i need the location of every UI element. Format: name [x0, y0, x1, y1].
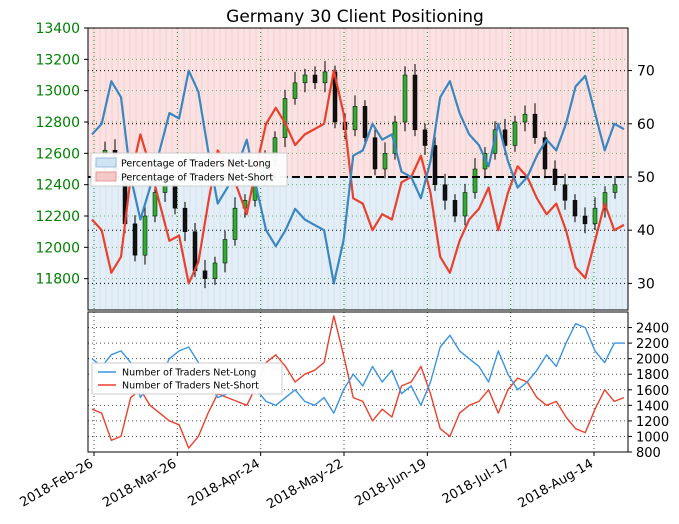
x-tick-label: 2018-Apr-24 — [186, 456, 263, 509]
legend-label: Percentage of Traders Net-Long — [121, 159, 271, 170]
price-tick-label: 12400 — [35, 178, 80, 194]
candle-body — [612, 184, 618, 193]
top-panel-legend: Percentage of Traders Net-Long Percentage… — [90, 152, 288, 187]
x-axis-labels: 2018-Feb-26 2018-Mar-26 2018-Apr-24 2018-Ma… — [17, 452, 596, 512]
bottom-panel-frame — [87, 311, 629, 453]
candle-body — [472, 168, 478, 193]
bottom-panel-legend: Number of Traders Net-Long Number of Trad… — [91, 362, 283, 395]
series-line-net-short-count — [91, 315, 625, 449]
candle-body — [282, 98, 288, 138]
bottom-panel-lines — [91, 315, 625, 449]
pct-tick-label: 70 — [637, 64, 655, 80]
count-tick-label: 1800 — [636, 368, 669, 383]
candle-body — [452, 200, 458, 217]
candle-body — [322, 71, 328, 84]
candle-body — [532, 113, 538, 138]
candle-body — [382, 153, 388, 170]
pct-tick-label: 60 — [637, 117, 655, 133]
x-tick-label: 2018-Jul-17 — [440, 456, 513, 507]
pct-tick-label: 30 — [637, 276, 655, 292]
x-tick-label: 2018-Jun-19 — [353, 456, 430, 509]
legend-box — [91, 362, 283, 395]
x-tick-label: 2018-Feb-26 — [17, 456, 96, 510]
candle-body — [212, 262, 218, 279]
legend-label: Number of Traders Net-Short — [122, 381, 259, 392]
candle-body — [302, 74, 308, 84]
candle-body — [582, 215, 588, 225]
price-tick-label: 12600 — [35, 146, 80, 162]
count-tick-label: 1200 — [636, 415, 669, 430]
candle-body — [182, 207, 188, 232]
candle-body — [602, 192, 608, 209]
price-tick-label: 12000 — [35, 240, 80, 256]
top-panel-axes: 11800 12000 12200 12400 12600 12800 13000 13200… — [35, 21, 655, 311]
price-tick-label: 12200 — [35, 209, 80, 225]
candle-body — [292, 82, 298, 99]
candle-body — [592, 207, 598, 225]
candle-body — [202, 270, 208, 279]
legend-label: Number of Traders Net-Long — [122, 368, 256, 379]
count-tick-label: 1400 — [636, 399, 669, 414]
candle-body — [372, 137, 378, 170]
candle-body — [432, 145, 438, 185]
series-line-net-long-pct — [91, 69, 625, 285]
count-tick-label: 2400 — [636, 322, 669, 337]
price-tick-label: 13400 — [35, 21, 80, 37]
candle-body — [362, 106, 368, 138]
x-tick-label: 2018-Mar-26 — [100, 456, 179, 510]
candle-body — [152, 192, 158, 217]
legend-swatch — [95, 171, 117, 182]
candle-body — [512, 121, 518, 146]
candle-body — [442, 184, 448, 201]
count-tick-label: 1000 — [636, 430, 669, 445]
candle-body — [352, 106, 358, 131]
x-tick-label: 2018-Aug-14 — [516, 456, 596, 511]
candle-body — [312, 74, 318, 84]
price-tick-label: 13000 — [35, 84, 80, 100]
legend-box — [90, 152, 288, 187]
series-line-net-long-count — [91, 323, 624, 414]
top-panel-frame — [87, 27, 629, 311]
candle-body — [402, 74, 408, 123]
candle-body — [232, 207, 238, 240]
pct-tick-label: 40 — [637, 223, 655, 239]
price-tick-label: 11800 — [35, 272, 80, 288]
candle-body — [172, 184, 178, 209]
candle-body — [562, 184, 568, 201]
candle-body — [462, 192, 468, 217]
candle-body — [142, 215, 148, 256]
candle-body — [132, 223, 138, 256]
count-tick-label: 800 — [636, 446, 661, 461]
legend-label: Percentage of Traders Net-Short — [121, 173, 273, 184]
pct-tick-label: 50 — [637, 170, 655, 186]
candle-body — [412, 74, 418, 131]
count-tick-label: 2000 — [636, 353, 669, 368]
legend-swatch — [95, 157, 117, 168]
count-tick-label: 2200 — [636, 337, 669, 352]
series-line-net-short-pct — [91, 69, 625, 285]
bottom-panel-grid — [88, 312, 628, 453]
price-tick-label: 13200 — [35, 52, 80, 68]
price-tick-label: 12800 — [35, 115, 80, 131]
candle-body — [522, 113, 528, 123]
x-tick-label: 2018-May-22 — [264, 456, 346, 512]
candle-body — [542, 137, 548, 170]
chart-title: Germany 30 Client Positioning — [226, 7, 484, 27]
count-tick-label: 1600 — [636, 384, 669, 399]
candle-body — [222, 239, 228, 264]
candle-body — [572, 200, 578, 217]
candle-body — [422, 129, 428, 146]
